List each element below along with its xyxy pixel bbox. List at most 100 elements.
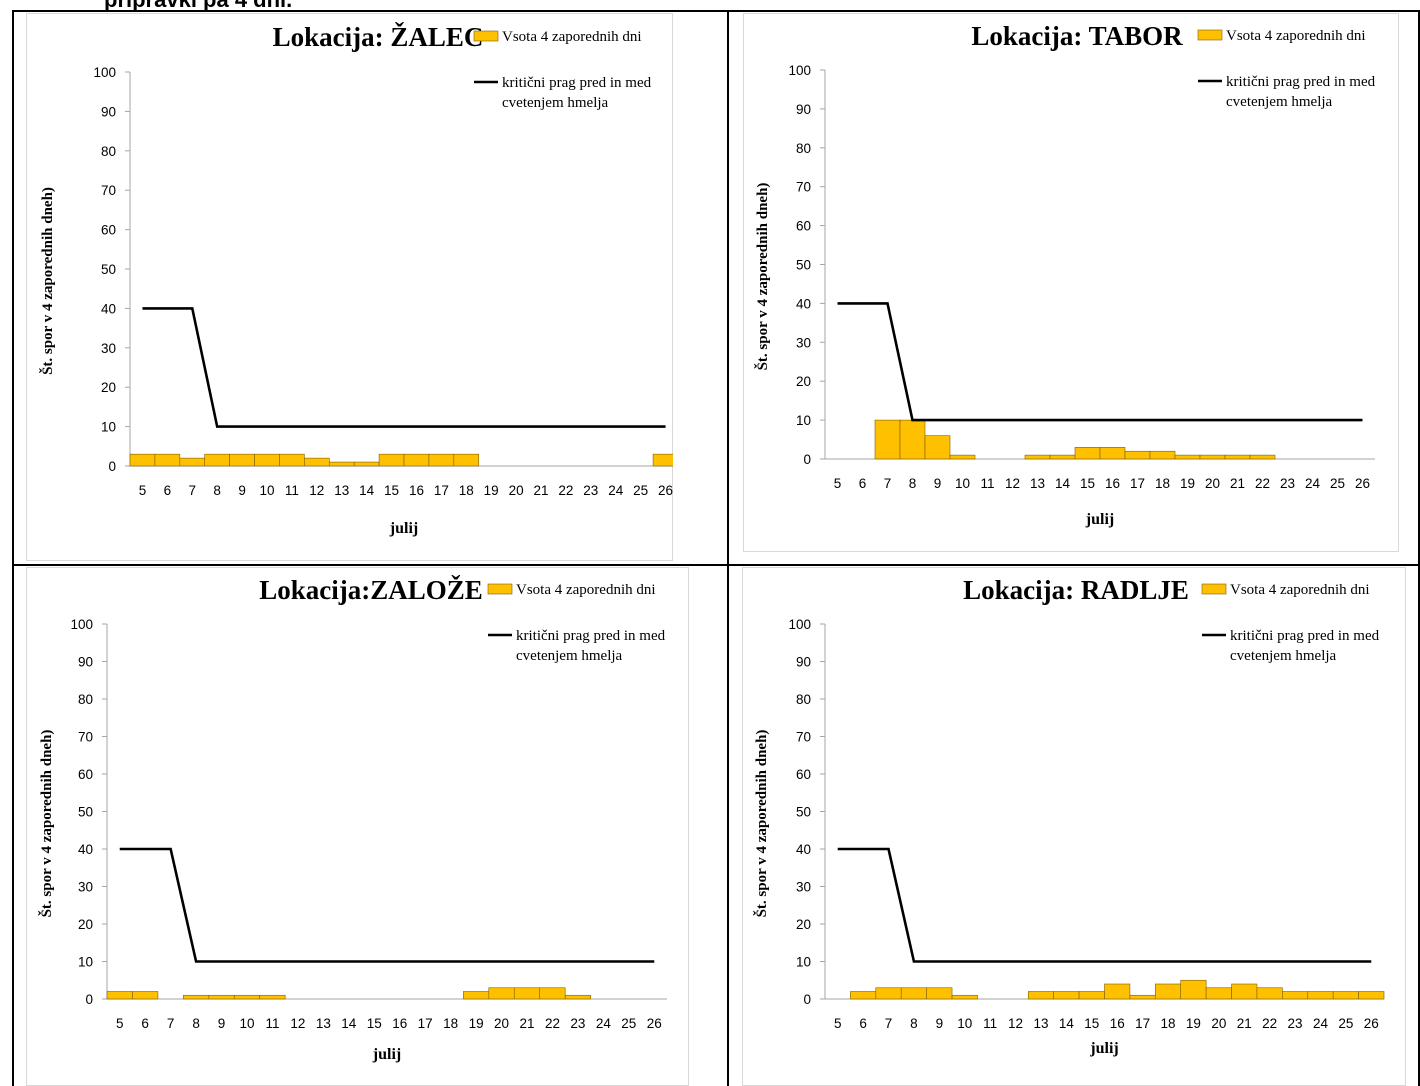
y-tick-label: 60 <box>796 219 811 234</box>
data-bar <box>925 436 950 459</box>
x-tick-label: 15 <box>1084 1016 1099 1031</box>
data-bar <box>454 454 479 466</box>
x-tick-label: 17 <box>434 483 449 498</box>
data-bar <box>1130 995 1155 999</box>
x-tick-label: 11 <box>983 1016 997 1031</box>
y-tick-label: 50 <box>796 805 811 820</box>
data-bar <box>1150 451 1175 459</box>
chart-panel: Lokacija: ŽALEC 0 10 20 30 40 50 60 70 80 90 100 5 6 7… <box>26 13 673 561</box>
data-bar <box>183 995 208 999</box>
x-tick-label: 22 <box>1262 1016 1277 1031</box>
x-tick-label: 6 <box>141 1016 149 1031</box>
y-tick-label: 10 <box>796 955 811 970</box>
x-tick-label: 13 <box>1030 476 1045 491</box>
x-tick-label: 12 <box>309 483 324 498</box>
y-tick-label: 60 <box>78 767 93 782</box>
data-bar <box>875 420 900 459</box>
legend-label-line: kritični prag pred in med cvetenjem hmelj… <box>516 628 666 664</box>
x-tick-label: 15 <box>1080 476 1095 491</box>
x-tick-label: 18 <box>443 1016 458 1031</box>
x-tick-label: 9 <box>936 1016 944 1031</box>
x-tick-label: 21 <box>533 483 548 498</box>
data-bar <box>1359 992 1384 1000</box>
data-bar <box>1075 447 1100 459</box>
data-bar <box>1050 455 1075 459</box>
x-tick-label: 19 <box>1180 476 1195 491</box>
legend-label-line: kritični prag pred in med cvetenjem hmelj… <box>1230 628 1380 664</box>
threshold-line <box>142 308 665 426</box>
data-bar <box>260 995 285 999</box>
data-bar <box>514 988 539 999</box>
x-tick-label: 20 <box>509 483 524 498</box>
y-tick-label: 80 <box>101 144 116 159</box>
y-axis-title: Št. spor v 4 zaporednih dneh) <box>753 730 770 918</box>
x-tick-label: 9 <box>218 1016 226 1031</box>
chart-panel: Lokacija: TABOR 0 10 20 30 40 50 60 70 80 90 100 5 6 7… <box>743 13 1400 552</box>
data-bar <box>1054 992 1079 1000</box>
x-tick-label: 20 <box>1211 1016 1226 1031</box>
x-tick-label: 23 <box>583 483 598 498</box>
y-tick-label: 20 <box>78 917 93 932</box>
x-tick-label: 23 <box>1288 1016 1303 1031</box>
data-bar <box>1100 447 1125 459</box>
x-tick-label: 10 <box>955 476 970 491</box>
y-tick-label: 0 <box>803 992 811 1007</box>
x-tick-label: 8 <box>910 1016 918 1031</box>
x-tick-label: 5 <box>139 483 147 498</box>
chart-svg: Lokacija:ZALOŽE 0 10 20 30 40 50 60 70 80 90 100 5 6 7… <box>26 567 690 1086</box>
data-bar <box>1282 992 1307 1000</box>
y-tick-label: 10 <box>78 955 93 970</box>
y-tick-label: 100 <box>788 617 811 632</box>
y-tick-label: 90 <box>796 655 811 670</box>
chart-panel: Lokacija:ZALOŽE 0 10 20 30 40 50 60 70 80 90 100 5 6 7… <box>26 567 690 1086</box>
y-tick-label: 20 <box>101 380 116 395</box>
data-bar <box>279 454 304 466</box>
y-tick-label: 100 <box>93 65 116 80</box>
data-bar <box>1079 992 1104 1000</box>
y-tick-label: 0 <box>108 459 116 474</box>
y-tick-label: 80 <box>796 692 811 707</box>
y-tick-label: 70 <box>796 180 811 195</box>
y-tick-label: 80 <box>78 692 93 707</box>
x-tick-label: 7 <box>884 476 892 491</box>
x-tick-label: 17 <box>1130 476 1145 491</box>
data-bar <box>1257 988 1282 999</box>
data-bar <box>876 988 901 999</box>
x-tick-label: 14 <box>1059 1016 1075 1031</box>
x-tick-label: 14 <box>359 483 375 498</box>
x-tick-label: 19 <box>469 1016 484 1031</box>
x-tick-label: 25 <box>621 1016 636 1031</box>
x-tick-label: 20 <box>1205 476 1220 491</box>
legend-label-bars: Vsota 4 zaporednih dni <box>1230 582 1370 598</box>
x-tick-label: 22 <box>558 483 573 498</box>
x-tick-label: 18 <box>459 483 474 498</box>
data-bar <box>132 992 157 1000</box>
chart-frame <box>743 568 1406 1086</box>
data-bar <box>1125 451 1150 459</box>
x-tick-label: 7 <box>885 1016 893 1031</box>
y-tick-label: 0 <box>85 992 93 1007</box>
y-tick-label: 70 <box>101 183 116 198</box>
x-tick-label: 13 <box>316 1016 331 1031</box>
threshold-line <box>838 849 1372 962</box>
x-tick-label: 6 <box>859 1016 867 1031</box>
y-tick-label: 10 <box>796 413 811 428</box>
data-bar <box>1200 455 1225 459</box>
x-tick-label: 9 <box>934 476 942 491</box>
y-tick-label: 20 <box>796 374 811 389</box>
x-tick-label: 22 <box>1255 476 1270 491</box>
y-tick-label: 40 <box>796 296 811 311</box>
data-bar <box>950 455 975 459</box>
data-bar <box>255 454 280 466</box>
data-bar <box>1175 455 1200 459</box>
chart-panel: Lokacija: RADLJE 0 10 20 30 40 50 60 70 80 90 100 5 6… <box>742 567 1407 1086</box>
y-tick-label: 90 <box>796 102 811 117</box>
x-tick-label: 21 <box>1230 476 1245 491</box>
data-bar <box>489 988 514 999</box>
chart-frame <box>27 568 689 1086</box>
data-bar <box>234 995 259 999</box>
x-tick-label: 25 <box>1330 476 1345 491</box>
x-tick-label: 17 <box>1135 1016 1150 1031</box>
legend-swatch-bars <box>1202 584 1226 594</box>
